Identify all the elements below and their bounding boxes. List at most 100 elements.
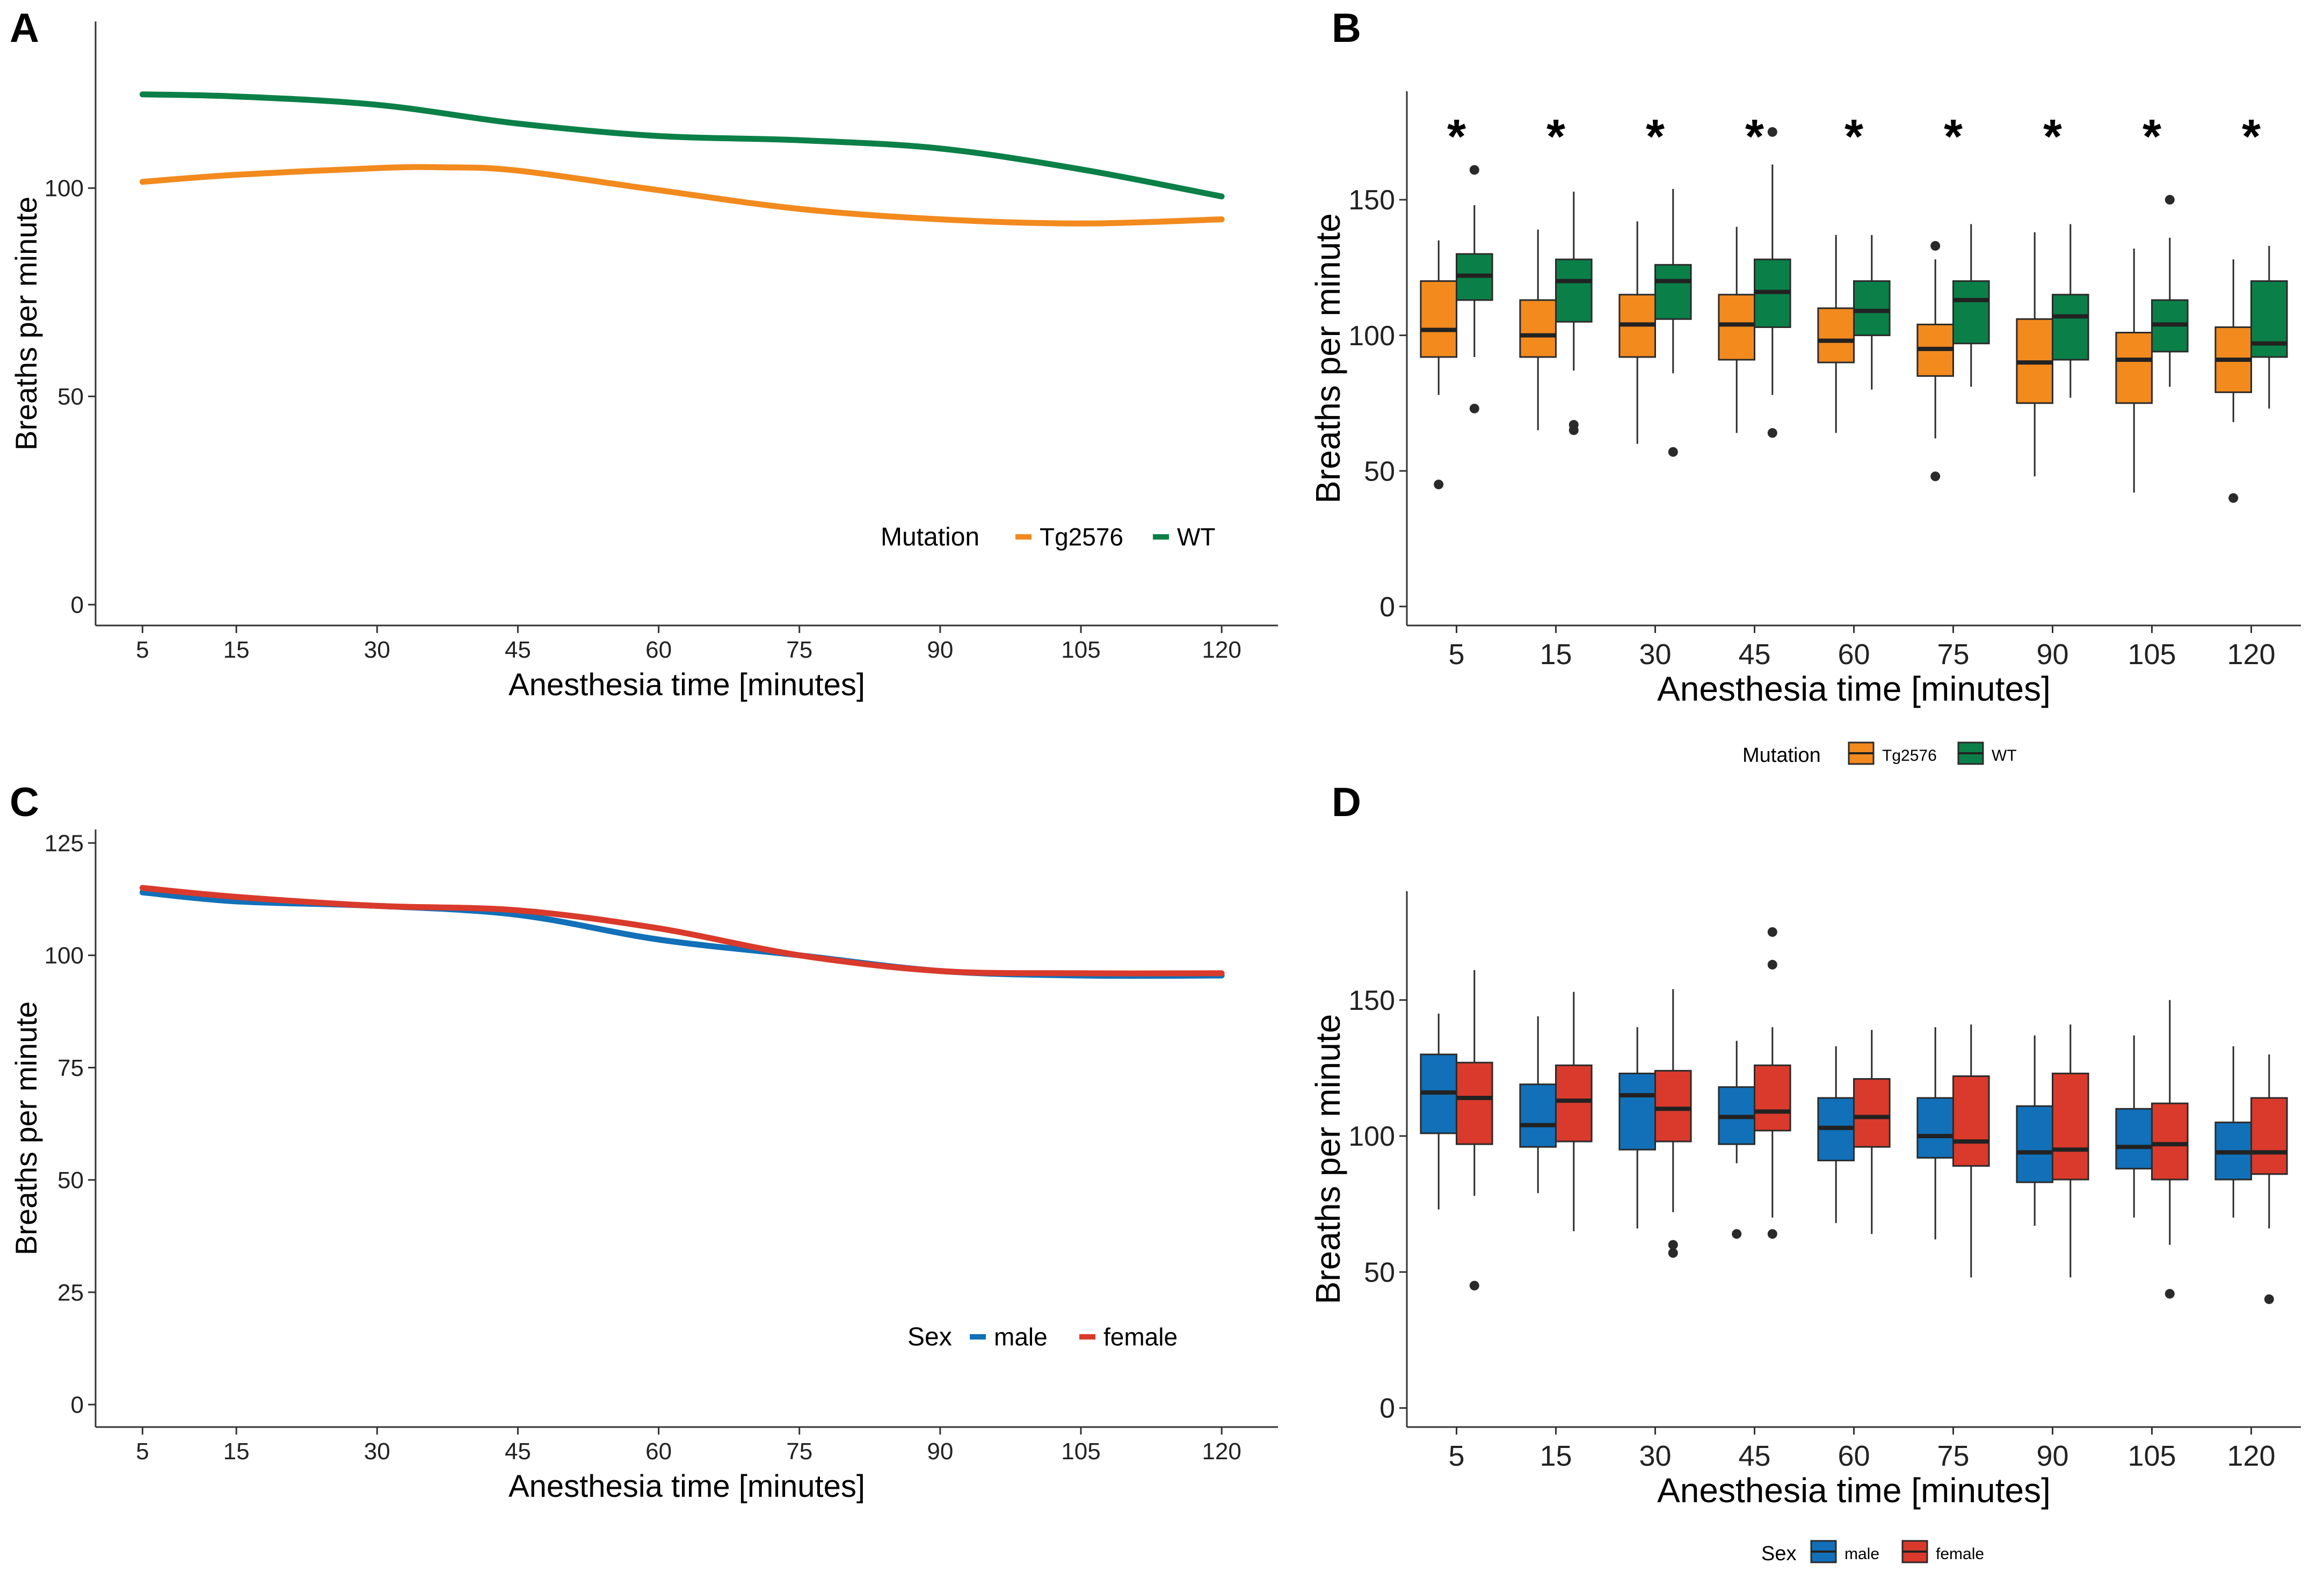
panel-b-significance-star: *	[2043, 110, 2062, 164]
panel-c-legend-title: Sex	[907, 1323, 952, 1351]
box-body	[2016, 1105, 2053, 1183]
panel-a-x-tick-label: 90	[927, 637, 953, 663]
outlier-point	[1469, 165, 1479, 175]
box-body	[2151, 1102, 2189, 1181]
box-body	[1618, 1072, 1656, 1151]
box-body	[2250, 280, 2288, 358]
panel-c-y-tick-label: 75	[57, 1055, 84, 1081]
outlier-point	[1767, 927, 1777, 937]
box-body	[1853, 280, 1891, 337]
panel-b-y-tick-label: 50	[1364, 456, 1395, 487]
panel-c-x-tick-label: 120	[1202, 1438, 1241, 1465]
panel-c-x-tick-label: 30	[364, 1438, 390, 1465]
box-body	[1456, 1061, 1493, 1145]
panel-d-box-female	[1555, 992, 1593, 1232]
panel-b-significance-star: *	[1646, 110, 1665, 164]
panel-b-box-tg2576	[1420, 240, 1457, 490]
box-body	[1555, 1064, 1593, 1142]
panel-c-y-tick-label: 50	[57, 1167, 84, 1193]
panel-b-box-wt	[1853, 235, 1891, 390]
outlier-point	[1469, 403, 1479, 413]
panel-b-box-wt	[1654, 188, 1692, 457]
panel-label-c: C	[10, 780, 39, 825]
panel-d-box-female	[2250, 1054, 2288, 1304]
panel-d-x-tick-label: 120	[2227, 1440, 2275, 1472]
panel-c-y-tick-label: 125	[45, 831, 84, 857]
box-body	[2250, 1097, 2288, 1175]
panel-panel-c: 0 25 50 75 100 125 Breaths per minute 5 15 30 45 60…	[9, 829, 1278, 1504]
box-body	[1519, 299, 1557, 358]
panel-c-x-axis-title: Anesthesia time [minutes]	[509, 1469, 865, 1504]
panel-d-y-tick-label: 0	[1379, 1393, 1395, 1424]
panel-d-box-male	[1916, 1027, 1954, 1240]
panel-b-y-axis-title: Breaths per minute	[1309, 213, 1347, 504]
panel-d-legend-label-female: female	[1936, 1545, 1984, 1563]
panel-a-x-tick-label: 45	[505, 637, 531, 663]
panel-b-box-wt	[2052, 224, 2089, 398]
panel-b-significance-star: *	[1944, 110, 1963, 164]
panel-d-box-female	[2151, 1000, 2189, 1299]
box-body	[1853, 1078, 1891, 1148]
panel-b-significance-star: *	[2143, 110, 2161, 164]
panel-d-box-male	[1618, 1027, 1656, 1229]
panel-c-y-tick-label: 0	[71, 1392, 84, 1418]
outlier-point	[2165, 1289, 2175, 1299]
box-body	[1555, 258, 1593, 323]
box-body	[1420, 280, 1457, 358]
panel-a-y-tick-label: 0	[71, 592, 84, 618]
box-body	[1519, 1083, 1557, 1148]
panel-c-x-tick-label: 60	[645, 1438, 672, 1465]
panel-b-box-tg2576	[1916, 241, 1954, 482]
panel-a-series-line-wt	[139, 91, 1225, 200]
panel-d-x-tick-label: 105	[2127, 1440, 2176, 1472]
panel-b-x-tick-label: 5	[1448, 638, 1464, 671]
panel-b-x-tick-label: 60	[1838, 638, 1870, 671]
panel-a-x-tick-label: 105	[1061, 637, 1100, 663]
panel-b-legend-label-tg2576: Tg2576	[1882, 747, 1937, 765]
panel-b-x-tick-label: 45	[1738, 638, 1770, 671]
panel-d-x-tick-label: 15	[1539, 1440, 1572, 1472]
panel-b-significance-star: *	[2242, 110, 2261, 164]
panel-d-x-tick-label: 5	[1448, 1440, 1464, 1472]
panel-b-x-tick-label: 15	[1539, 638, 1572, 671]
panel-b-box-tg2576	[1817, 235, 1855, 433]
panel-d-x-tick-label: 75	[1937, 1440, 1969, 1472]
panel-b-x-tick-label: 75	[1937, 638, 1969, 671]
panel-label-d: D	[1332, 780, 1361, 825]
panel-d-y-tick-label: 100	[1348, 1121, 1395, 1152]
panel-c-legend: Sex male female	[907, 1323, 1178, 1351]
panel-d-legend: Sex male female	[1761, 1540, 1984, 1565]
outlier-point	[1767, 959, 1777, 970]
box-body	[2052, 1072, 2089, 1181]
panel-a-x-tick-label: 15	[223, 637, 250, 663]
panel-b-box-wt	[1952, 224, 1990, 387]
panel-c-series-line-female	[139, 885, 1225, 977]
panel-b-y-tick-label: 150	[1348, 185, 1395, 216]
box-body	[1817, 307, 1855, 363]
panel-b-x-tick-label: 105	[2127, 638, 2176, 671]
panel-d-box-female	[2052, 1024, 2089, 1278]
panel-d-box-female	[1952, 1024, 1990, 1278]
panel-c-x-tick-label: 105	[1061, 1438, 1100, 1465]
panel-b-x-tick-label: 120	[2227, 638, 2275, 671]
panel-b-x-tick-label: 90	[2036, 638, 2068, 671]
box-body	[2115, 1108, 2153, 1170]
panel-b-box-wt	[2151, 195, 2189, 387]
panel-d-box-female	[1754, 927, 1791, 1239]
panel-a-x-tick-label: 120	[1202, 637, 1241, 663]
panel-d-x-tick-label: 90	[2036, 1440, 2068, 1472]
panel-a-x-tick-label: 75	[786, 637, 812, 663]
panel-c-x-tick-label: 75	[786, 1438, 812, 1465]
panel-d-legend-title: Sex	[1761, 1542, 1796, 1565]
panel-b-legend: Mutation Tg2576 WT	[1742, 741, 2017, 767]
panel-d-x-tick-label: 30	[1639, 1440, 1671, 1472]
panel-c-x-tick-label: 15	[223, 1438, 250, 1465]
outlier-point	[1930, 471, 1941, 482]
panel-c-y-tick-label: 100	[45, 943, 84, 969]
panel-c-x-tick-label: 90	[927, 1438, 953, 1465]
outlier-point	[1668, 1248, 1678, 1258]
panel-a-x-axis-title: Anesthesia time [minutes]	[509, 667, 865, 702]
